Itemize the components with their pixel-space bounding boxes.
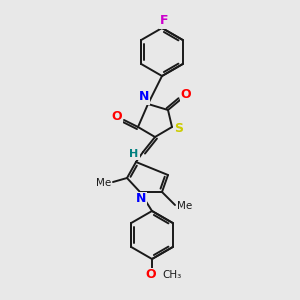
Text: O: O	[181, 88, 191, 101]
Text: S: S	[175, 122, 184, 134]
Text: O: O	[146, 268, 156, 281]
Text: O: O	[112, 110, 122, 122]
Text: F: F	[160, 14, 168, 28]
Text: CH₃: CH₃	[162, 270, 181, 280]
Text: N: N	[139, 91, 149, 103]
Text: N: N	[136, 193, 146, 206]
Text: Me: Me	[177, 201, 192, 211]
Text: H: H	[129, 149, 139, 159]
Text: Me: Me	[96, 178, 111, 188]
